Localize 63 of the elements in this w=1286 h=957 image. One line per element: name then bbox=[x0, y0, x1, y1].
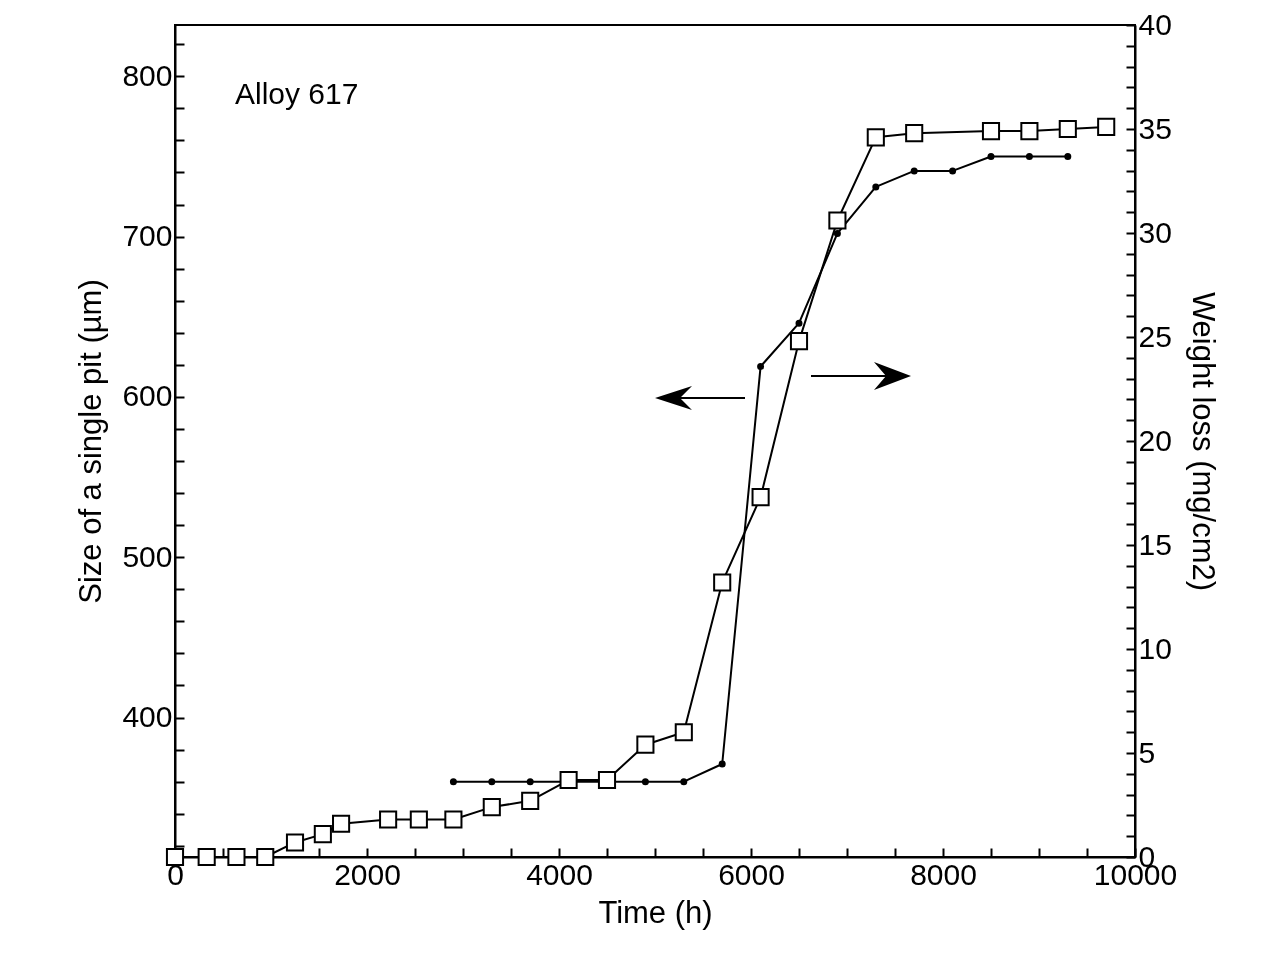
point bbox=[795, 319, 803, 327]
point bbox=[680, 778, 688, 786]
y2-tick-label: 30 bbox=[1138, 215, 1172, 249]
x-tick-label: 8000 bbox=[910, 857, 977, 891]
y2-axis-title: Weight loss (mg/cm2) bbox=[1185, 291, 1221, 592]
point bbox=[641, 778, 649, 786]
point bbox=[256, 847, 275, 867]
point bbox=[981, 122, 1001, 141]
point bbox=[718, 760, 726, 768]
y-tick-label: 400 bbox=[122, 700, 173, 734]
annotation: Alloy 617 bbox=[235, 77, 359, 110]
x-tick-label: 4000 bbox=[526, 857, 593, 891]
point bbox=[449, 778, 457, 786]
point bbox=[789, 332, 809, 351]
point bbox=[227, 847, 246, 867]
point bbox=[866, 128, 885, 147]
point bbox=[713, 573, 732, 592]
point bbox=[313, 825, 332, 844]
point bbox=[1097, 117, 1116, 136]
point bbox=[757, 362, 765, 370]
point bbox=[409, 810, 428, 829]
x-tick-label: 2000 bbox=[334, 857, 401, 891]
x-axis-title: Time (h) bbox=[598, 894, 713, 930]
point bbox=[1058, 119, 1077, 139]
x-tick-label: 0 bbox=[167, 857, 184, 891]
y-tick-label: 600 bbox=[122, 379, 173, 413]
y2-tick-label: 5 bbox=[1138, 735, 1156, 769]
y-axis-title: Size of a single pit (µm) bbox=[73, 279, 109, 604]
point bbox=[379, 810, 398, 829]
y2-tick-label: 15 bbox=[1138, 527, 1172, 561]
point bbox=[526, 778, 534, 786]
y-tick-label: 700 bbox=[122, 219, 173, 253]
y2-tick-label: 20 bbox=[1138, 423, 1172, 457]
point bbox=[444, 810, 463, 829]
y2-tick-label: 25 bbox=[1138, 319, 1172, 353]
y-tick-label: 500 bbox=[122, 539, 173, 573]
point bbox=[833, 229, 841, 237]
point bbox=[949, 167, 957, 175]
point bbox=[636, 735, 655, 754]
point bbox=[1025, 152, 1033, 160]
point bbox=[482, 798, 501, 817]
point bbox=[1064, 152, 1072, 160]
y2-tick-label: 10 bbox=[1138, 631, 1172, 665]
point bbox=[987, 152, 995, 160]
point bbox=[910, 167, 918, 175]
y2-tick-label: 40 bbox=[1138, 7, 1172, 41]
point bbox=[597, 770, 617, 790]
point bbox=[828, 211, 847, 230]
point bbox=[165, 847, 185, 867]
point bbox=[197, 847, 216, 867]
point bbox=[559, 770, 578, 790]
point bbox=[488, 778, 496, 786]
y-tick-label: 800 bbox=[122, 58, 173, 92]
point bbox=[285, 833, 305, 852]
point bbox=[751, 488, 770, 507]
point bbox=[674, 723, 693, 742]
point bbox=[332, 814, 351, 833]
x-tick-label: 6000 bbox=[718, 857, 785, 891]
point bbox=[905, 124, 924, 143]
y2-tick-label: 35 bbox=[1138, 111, 1172, 145]
point bbox=[1020, 122, 1039, 141]
point bbox=[872, 183, 880, 191]
point bbox=[521, 791, 540, 810]
